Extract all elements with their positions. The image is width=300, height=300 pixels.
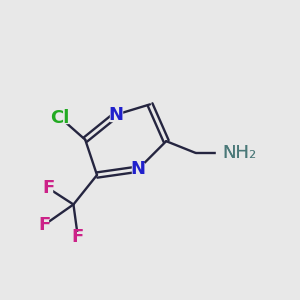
Text: F: F (72, 228, 84, 246)
Bar (110, 109, 122, 121)
Text: NH₂: NH₂ (222, 144, 256, 162)
Text: NH: NH (222, 144, 249, 162)
Bar (216, 147, 240, 159)
Text: F: F (42, 179, 55, 197)
Bar (132, 163, 144, 175)
Text: N: N (109, 106, 124, 124)
Bar (40, 220, 48, 230)
Text: F: F (38, 216, 50, 234)
Text: Cl: Cl (50, 109, 70, 127)
Text: N: N (131, 160, 146, 178)
Bar (74, 232, 82, 242)
Bar (52, 112, 68, 124)
Bar (45, 183, 52, 194)
